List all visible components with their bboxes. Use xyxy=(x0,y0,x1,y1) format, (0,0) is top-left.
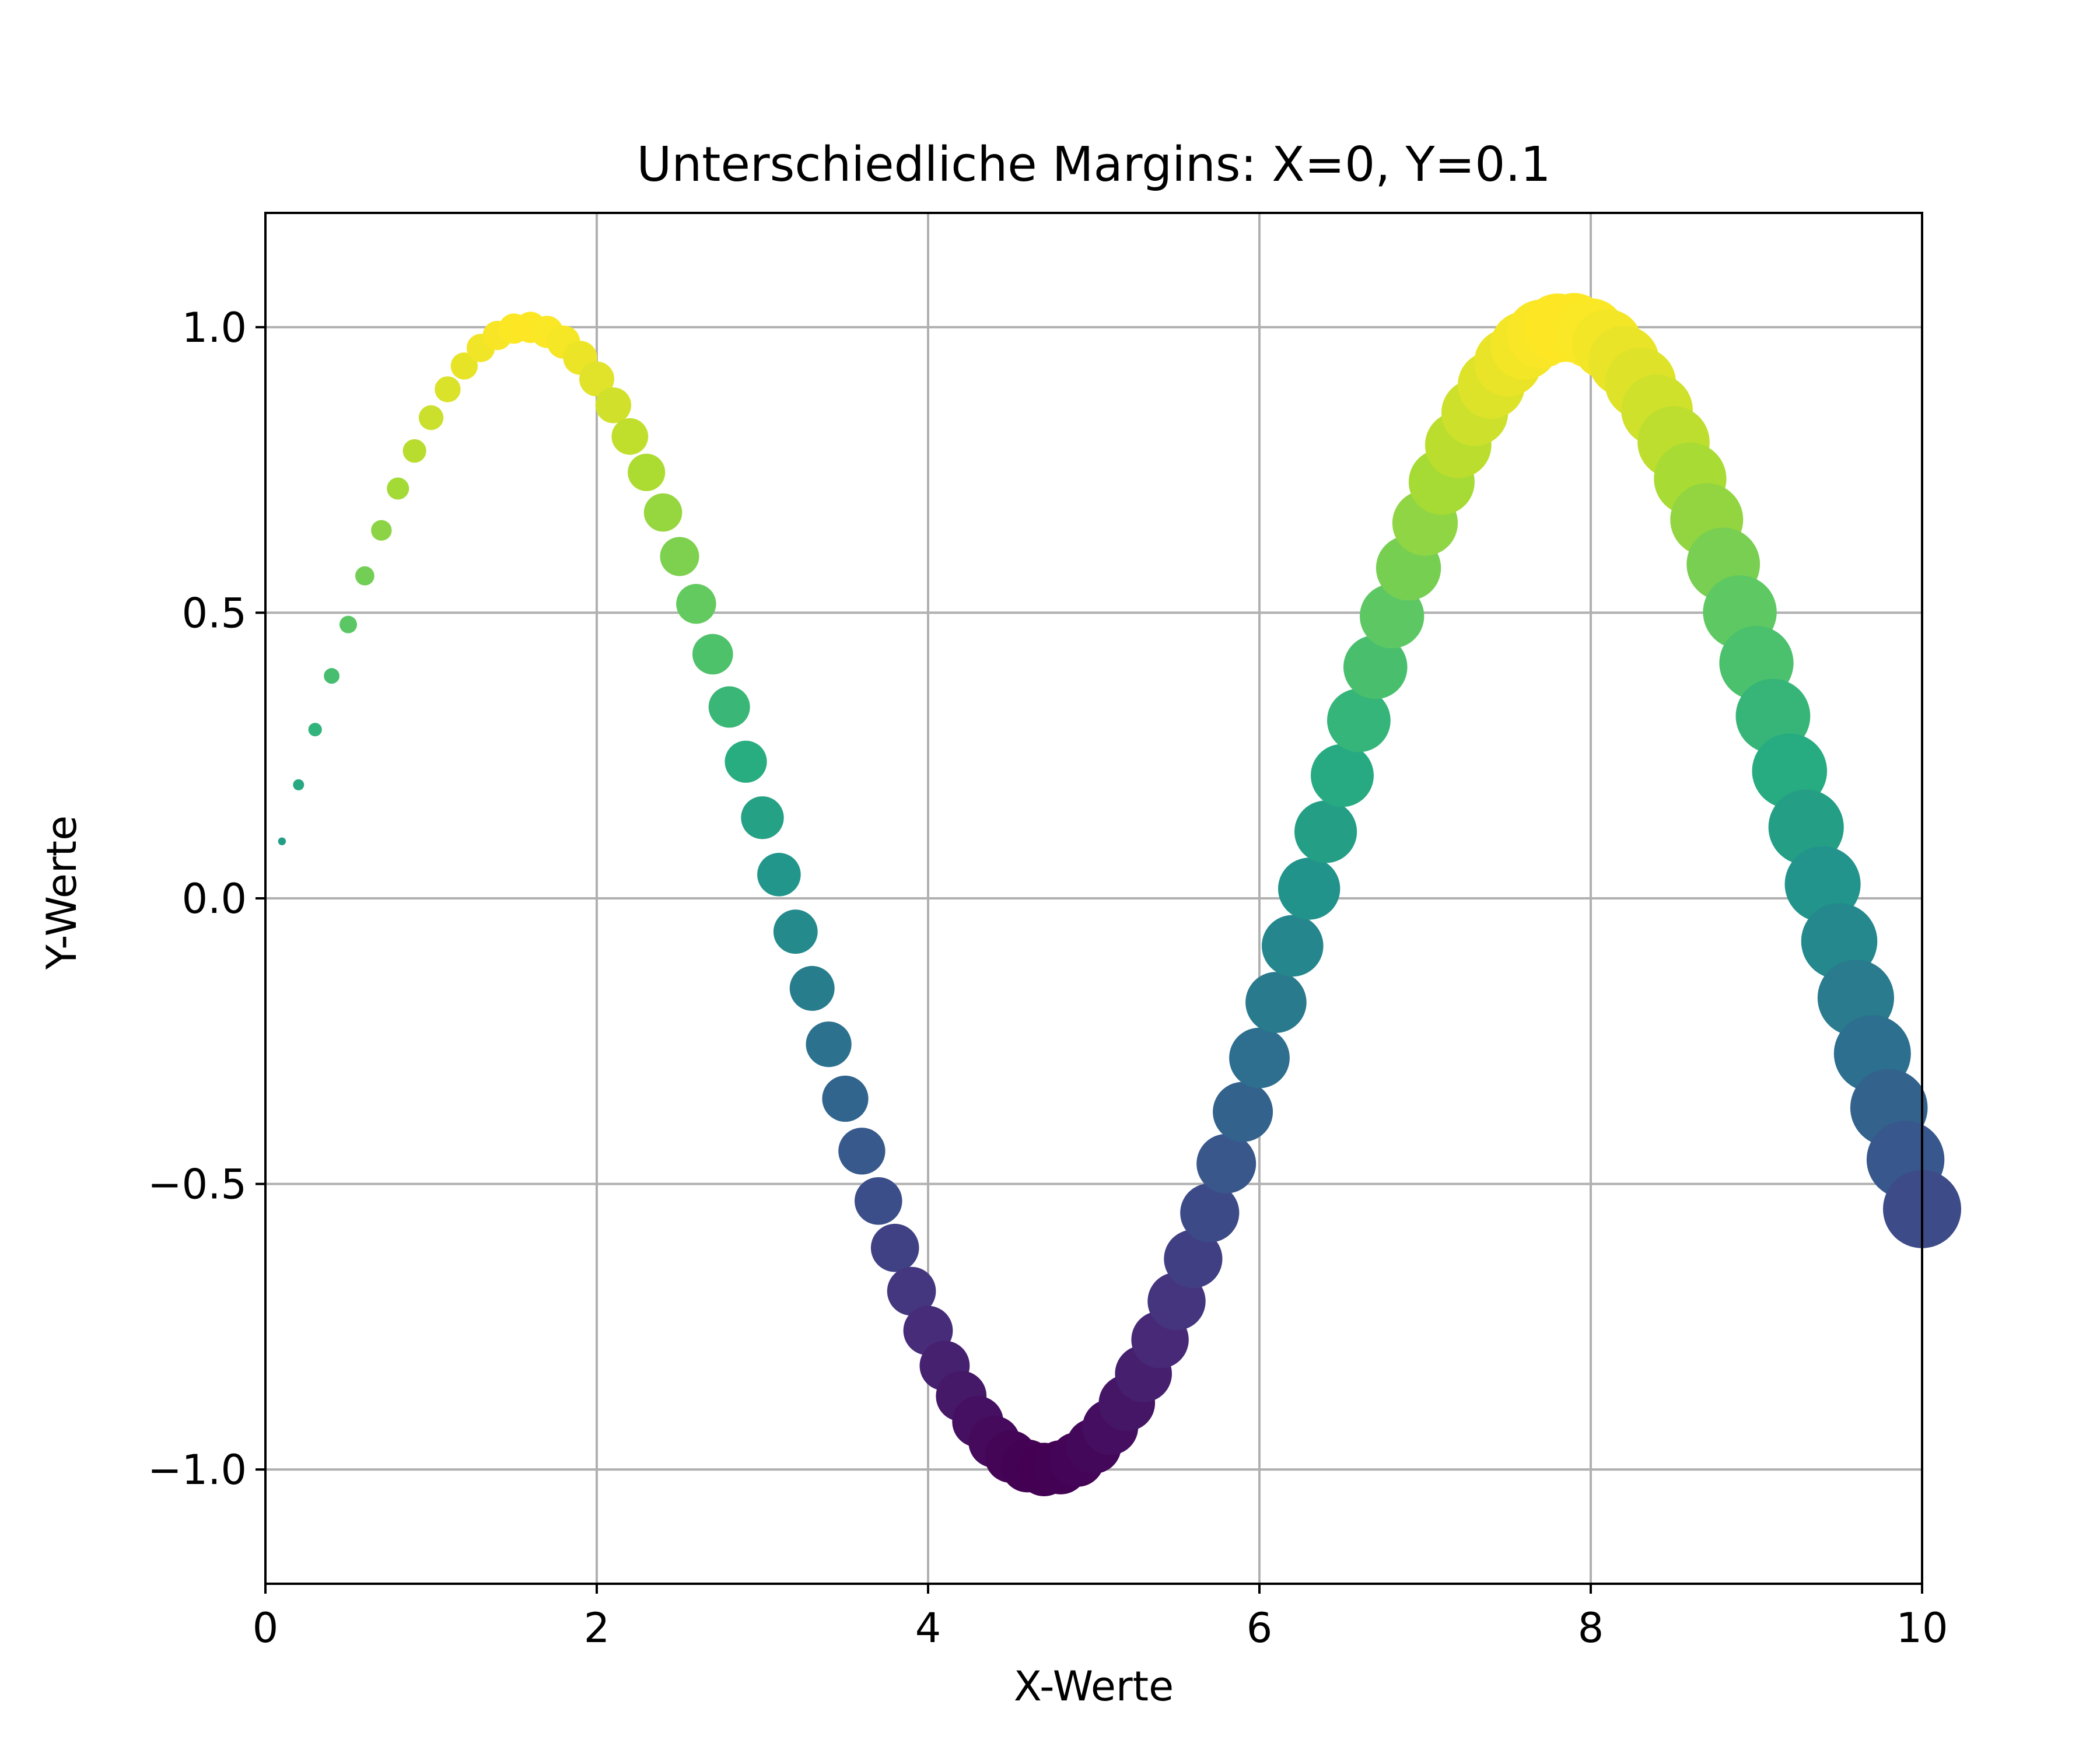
scatter-point xyxy=(643,493,682,532)
scatter-point xyxy=(1245,972,1307,1033)
scatter-point xyxy=(870,1223,919,1272)
scatter-point xyxy=(692,634,733,675)
scatter-point xyxy=(1180,1183,1240,1242)
scatter-point xyxy=(806,1021,852,1068)
scatter-point xyxy=(308,723,322,737)
x-tick-label: 0 xyxy=(253,1604,279,1652)
x-tick-label: 2 xyxy=(584,1604,610,1652)
scatter-point xyxy=(293,779,304,790)
scatter-point xyxy=(1213,1082,1273,1142)
scatter-point xyxy=(822,1075,869,1122)
x-tick-label: 6 xyxy=(1247,1604,1273,1652)
x-axis-label: X-Werte xyxy=(1014,1662,1174,1710)
scatter-point xyxy=(724,740,767,783)
y-tick-label: 0.0 xyxy=(182,875,247,923)
scatter-point xyxy=(1164,1230,1223,1289)
scatter-point xyxy=(628,453,666,491)
scatter-point xyxy=(1278,858,1340,920)
scatter-point xyxy=(278,837,286,846)
scatter-point xyxy=(855,1177,902,1225)
scatter-point xyxy=(1784,846,1861,922)
x-tick-label: 10 xyxy=(1896,1604,1948,1652)
scatter-point xyxy=(324,668,340,684)
data-points xyxy=(278,293,1961,1497)
y-tick-label: −0.5 xyxy=(148,1161,247,1209)
chart-title: Unterschiedliche Margins: X=0, Y=0.1 xyxy=(636,137,1550,192)
scatter-point xyxy=(676,583,716,624)
scatter-point xyxy=(708,686,750,728)
scatter-point xyxy=(1311,744,1374,807)
scatter-point xyxy=(579,361,614,397)
y-tick-label: −1.0 xyxy=(148,1446,247,1494)
y-tick-label: 1.0 xyxy=(182,304,247,352)
scatter-point xyxy=(355,566,374,586)
scatter-point xyxy=(741,796,784,839)
y-axis-ticks: −1.0 −0.5 0.0 0.5 1.0 xyxy=(148,304,265,1494)
scatter-point xyxy=(1327,688,1391,752)
scatter-point xyxy=(789,965,835,1011)
scatter-point xyxy=(887,1266,936,1316)
scatter-point xyxy=(1294,800,1357,863)
scatter-point xyxy=(450,352,478,380)
scatter-point xyxy=(1196,1133,1256,1194)
scatter-point xyxy=(757,853,801,897)
scatter-point xyxy=(340,615,357,634)
scatter-point xyxy=(1343,635,1408,699)
x-tick-label: 8 xyxy=(1578,1604,1604,1652)
scatter-point xyxy=(1262,915,1324,977)
scatter-point xyxy=(660,537,699,576)
scatter-point xyxy=(595,387,632,424)
scatter-point xyxy=(1229,1027,1290,1088)
x-tick-label: 4 xyxy=(915,1604,942,1652)
scatter-point xyxy=(838,1128,886,1175)
scatter-point xyxy=(773,909,818,954)
y-tick-label: 0.5 xyxy=(182,589,247,637)
scatter-point xyxy=(402,439,426,463)
scatter-point xyxy=(418,405,444,430)
scatter-point xyxy=(1768,789,1844,865)
scatter-point xyxy=(435,376,461,402)
scatter-point xyxy=(387,477,410,500)
scatter-point xyxy=(371,520,392,541)
x-axis-ticks: 0 2 4 6 8 10 xyxy=(253,1584,1948,1652)
scatter-point xyxy=(611,418,649,455)
y-axis-label: Y-Werte xyxy=(38,816,86,970)
